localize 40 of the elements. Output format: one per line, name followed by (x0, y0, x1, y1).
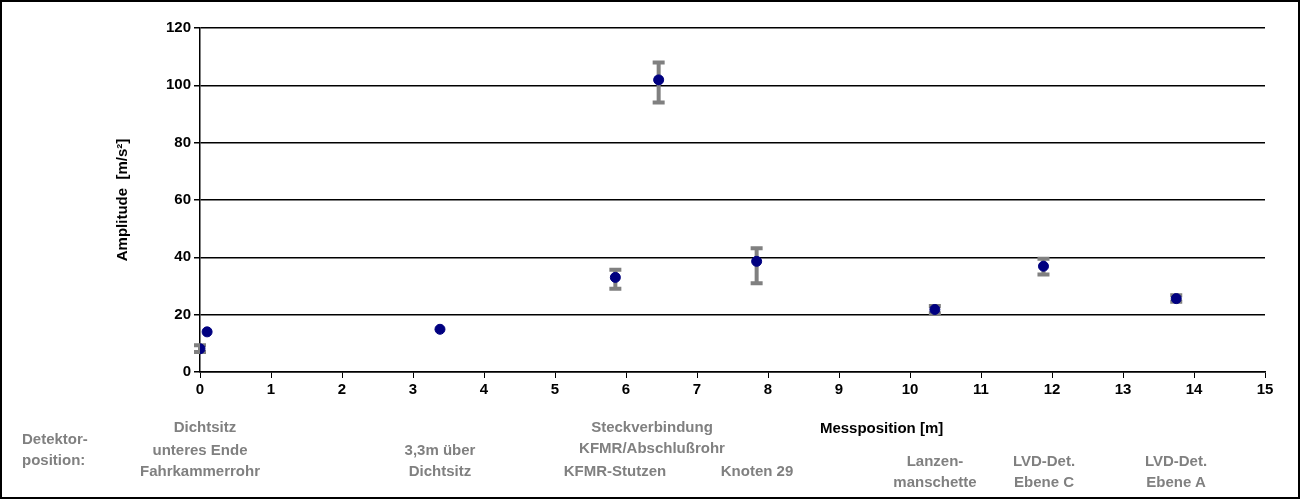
text: Detektor- position: (22, 430, 88, 469)
x-tick-label: 15 (1256, 380, 1274, 398)
text: unteres Ende Fahrkammerrohr (139, 441, 261, 480)
x-tick-label: 6 (621, 380, 631, 398)
y-tick-label: 60 (174, 190, 191, 208)
text: Lanzen- manschette (893, 452, 977, 491)
y-tick-label: 120 (165, 18, 191, 36)
x-tick-label: 5 (550, 380, 560, 398)
x-tick-label: 10 (901, 380, 919, 398)
point (434, 323, 446, 335)
text: Knoten 29 (720, 462, 794, 480)
y-tick-label: 0 (182, 362, 191, 380)
point (609, 271, 621, 283)
text: 3,3m über Dichtsitz (404, 441, 476, 480)
x-tick-label: 1 (266, 380, 276, 398)
x-tick-label: 12 (1043, 380, 1061, 398)
point (201, 326, 213, 338)
x-tick-label: 14 (1185, 380, 1203, 398)
point (653, 74, 665, 86)
text: Dichtsitz (173, 418, 237, 436)
text: LVD-Det. Ebene C (1012, 452, 1076, 491)
x-tick-label: 8 (763, 380, 773, 398)
x-tick-label: 2 (337, 380, 347, 398)
y-axis-title: Amplitude [m/s²] (113, 138, 131, 262)
y-tick-label: 20 (174, 304, 191, 322)
x-tick-label: 9 (834, 380, 844, 398)
text: LVD-Det. Ebene A (1144, 452, 1208, 491)
x-tick-label: 4 (479, 380, 489, 398)
y-tick-label: 80 (174, 132, 191, 150)
x-tick-label: 3 (408, 380, 418, 398)
y-tick-label: 40 (174, 247, 191, 265)
x-axis-title: Messposition [m] (819, 419, 944, 437)
text: Steckverbindung KFMR/Abschlußrohr (579, 418, 726, 457)
x-tick-label: 7 (692, 380, 702, 398)
y-tick-label: 100 (165, 75, 191, 93)
x-tick-label: 0 (195, 380, 205, 398)
text: KFMR-Stutzen (563, 462, 667, 480)
point (751, 255, 763, 267)
x-tick-label: 13 (1114, 380, 1132, 398)
x-tick-label: 11 (973, 380, 989, 398)
